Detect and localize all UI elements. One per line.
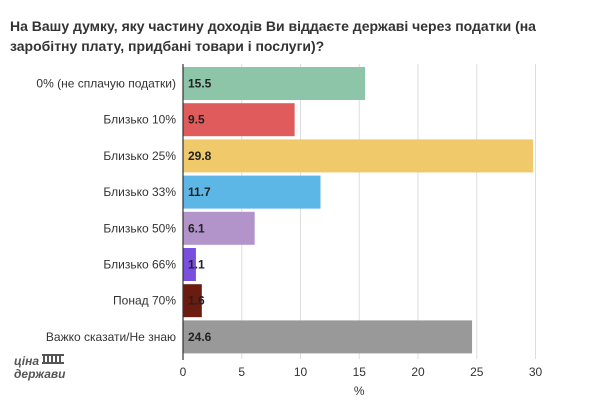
logo-building-icon	[42, 354, 64, 364]
category-label: 0% (не сплачую податки)	[36, 77, 176, 91]
chart-title: На Вашу думку, яку частину доходів Ви ві…	[10, 18, 536, 54]
x-tick-label: 5	[238, 365, 245, 379]
value-label: 11.7	[188, 185, 211, 199]
gridlines	[241, 64, 536, 359]
value-label: 6.1	[188, 221, 205, 235]
value-label: 24.6	[188, 330, 212, 344]
bar	[183, 248, 196, 281]
value-label: 1.1	[188, 258, 205, 272]
bars	[183, 67, 534, 354]
category-label: Близько 33%	[103, 185, 176, 199]
value-label: 1.6	[188, 294, 205, 308]
category-label: Важко сказати/Не знаю	[46, 330, 176, 344]
value-label: 29.8	[188, 149, 212, 163]
cina-derzhavy-logo: ціна держави	[14, 354, 66, 381]
value-labels: 15.5 9.5 29.8 11.7 6.1 1.1 1.6 24.6	[188, 77, 212, 344]
x-tick-label: 10	[294, 365, 308, 379]
category-label: Близько 50%	[103, 221, 176, 235]
category-label: Понад 70%	[113, 294, 176, 308]
bar	[183, 139, 534, 173]
bar	[183, 67, 366, 100]
bar	[183, 284, 202, 318]
bar	[183, 320, 473, 354]
x-tick-label: 20	[411, 365, 425, 379]
x-tick-label: 25	[470, 365, 484, 379]
bar	[183, 175, 321, 209]
category-label: Близько 25%	[103, 149, 176, 163]
x-tick-label: 0	[180, 365, 187, 379]
category-label: Близько 10%	[103, 113, 176, 127]
x-tick-label: 30	[529, 365, 543, 379]
category-labels: 0% (не сплачую податки) Близько 10% Близьк…	[36, 77, 176, 344]
x-tick-label: 15	[353, 365, 367, 379]
logo-line2: держави	[14, 367, 66, 381]
x-tick-labels: 0 5 10 15 20 25 30	[180, 365, 543, 379]
value-label: 9.5	[188, 113, 205, 127]
value-label: 15.5	[188, 77, 212, 91]
bar	[183, 103, 295, 137]
logo-line1: ціна	[14, 354, 39, 368]
x-axis-title: %	[354, 384, 365, 398]
category-label: Близько 66%	[103, 258, 176, 272]
bar	[183, 211, 255, 245]
